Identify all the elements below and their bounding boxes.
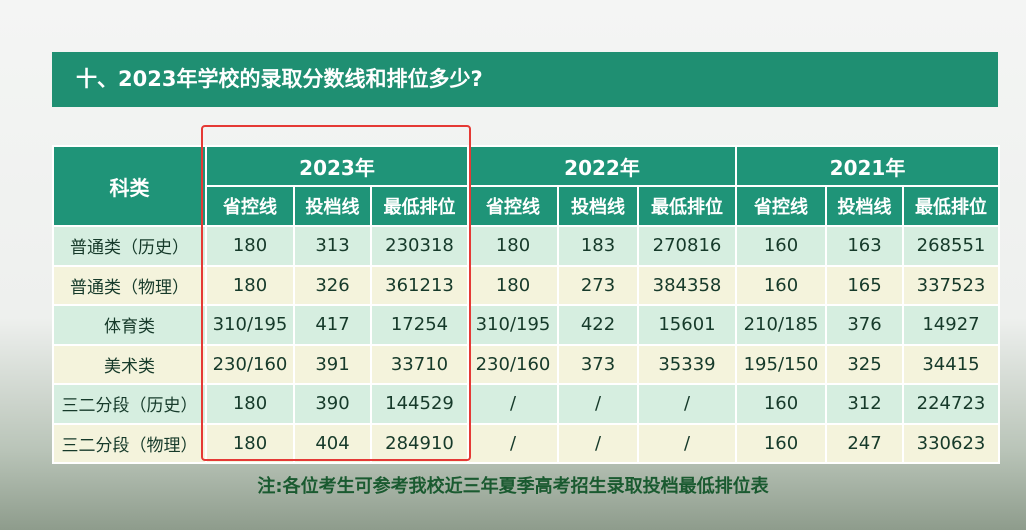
year-header: 2023年 [205, 145, 469, 187]
cell: 180 [467, 225, 559, 267]
cell: 326 [293, 264, 372, 306]
cell: 391 [293, 343, 372, 385]
section-title: 十、2023年学校的录取分数线和排位多少? [52, 52, 998, 107]
cell: 195/150 [735, 343, 827, 385]
column-header: 省控线 [735, 185, 827, 227]
cell: 33710 [370, 343, 469, 385]
data-row: 美术类 230/160 391 33710 230/160 373 35339 195/150… [52, 343, 1000, 385]
cell: 180 [205, 383, 295, 425]
cell: 337523 [902, 264, 1000, 306]
cell: 422 [557, 304, 639, 346]
row-label: 体育类 [52, 304, 207, 346]
cell: 247 [825, 422, 904, 464]
cell: 165 [825, 264, 904, 306]
cell: 163 [825, 225, 904, 267]
data-row: 普通类（历史） 180 313 230318 180 183 270816 160 163 268… [52, 225, 1000, 267]
column-header: 最低排位 [902, 185, 1000, 227]
data-row: 体育类 310/195 417 17254 310/195 422 15601 210/185… [52, 304, 1000, 346]
cell: / [637, 422, 737, 464]
cell: / [637, 383, 737, 425]
row-label: 普通类（物理） [52, 264, 207, 306]
column-header: 省控线 [205, 185, 295, 227]
cell: 373 [557, 343, 639, 385]
data-row: 普通类（物理） 180 326 361213 180 273 384358 160 165 337… [52, 264, 1000, 306]
cell: 330623 [902, 422, 1000, 464]
highlight-box [201, 125, 471, 461]
cell: 268551 [902, 225, 1000, 267]
year-header: 2022年 [467, 145, 737, 187]
cell: 180 [205, 225, 295, 267]
cell: 180 [467, 264, 559, 306]
cell: 183 [557, 225, 639, 267]
cell: 270816 [637, 225, 737, 267]
cell: 376 [825, 304, 904, 346]
cell: 313 [293, 225, 372, 267]
header-row: 科类 2023年 2022年 2021年 [52, 145, 1000, 227]
cell: 210/185 [735, 304, 827, 346]
cell: 417 [293, 304, 372, 346]
cell: 230318 [370, 225, 469, 267]
cell: 160 [735, 383, 827, 425]
corner-header: 科类 [52, 145, 207, 227]
cell: 15601 [637, 304, 737, 346]
score-table: 科类 2023年 2022年 2021年 省控线 投档线 最低排位 省控线 投档线 最低排位 省控线… [52, 145, 1000, 464]
note: 注:各位考生可参考我校近三年夏季高考招生录取投档最低排位表 [257, 476, 769, 497]
subheader-row: 省控线 投档线 最低排位 省控线 投档线 最低排位 省控线 投档线 最低排位 [53, 185, 1000, 227]
cell: 230/160 [467, 343, 559, 385]
row-label: 美术类 [52, 343, 207, 385]
column-header: 投档线 [557, 185, 639, 227]
row-label: 三二分段（物理） [52, 422, 207, 464]
column-header: 最低排位 [637, 185, 737, 227]
cell: 404 [293, 422, 372, 464]
cell: 17254 [370, 304, 469, 346]
column-header: 最低排位 [370, 185, 469, 227]
cell: / [467, 383, 559, 425]
row-label: 普通类（历史） [52, 225, 207, 267]
column-header: 投档线 [825, 185, 904, 227]
cell: / [557, 383, 639, 425]
cell: 312 [825, 383, 904, 425]
cell: 361213 [370, 264, 469, 306]
cell: 160 [735, 264, 827, 306]
cell: 273 [557, 264, 639, 306]
cell: 35339 [637, 343, 737, 385]
year-header: 2021年 [735, 145, 1000, 187]
data-row: 三二分段（物理） 180 404 284910///160 247 330623 [52, 422, 1000, 464]
cell: / [467, 422, 559, 464]
cell: 224723 [902, 383, 1000, 425]
cell: 310/195 [205, 304, 295, 346]
data-row: 三二分段（历史） 180 390 144529///160 312 224723 [52, 383, 1000, 425]
cell: 144529 [370, 383, 469, 425]
cell: 180 [205, 264, 295, 306]
cell: 160 [735, 422, 827, 464]
column-header: 投档线 [293, 185, 372, 227]
column-header: 省控线 [467, 185, 559, 227]
cell: / [557, 422, 639, 464]
cell: 284910 [370, 422, 469, 464]
cell: 14927 [902, 304, 1000, 346]
cell: 325 [825, 343, 904, 385]
cell: 34415 [902, 343, 1000, 385]
cell: 384358 [637, 264, 737, 306]
cell: 160 [735, 225, 827, 267]
cell: 310/195 [467, 304, 559, 346]
cell: 390 [293, 383, 372, 425]
cell: 230/160 [205, 343, 295, 385]
row-label: 三二分段（历史） [52, 383, 207, 425]
cell: 180 [205, 422, 295, 464]
